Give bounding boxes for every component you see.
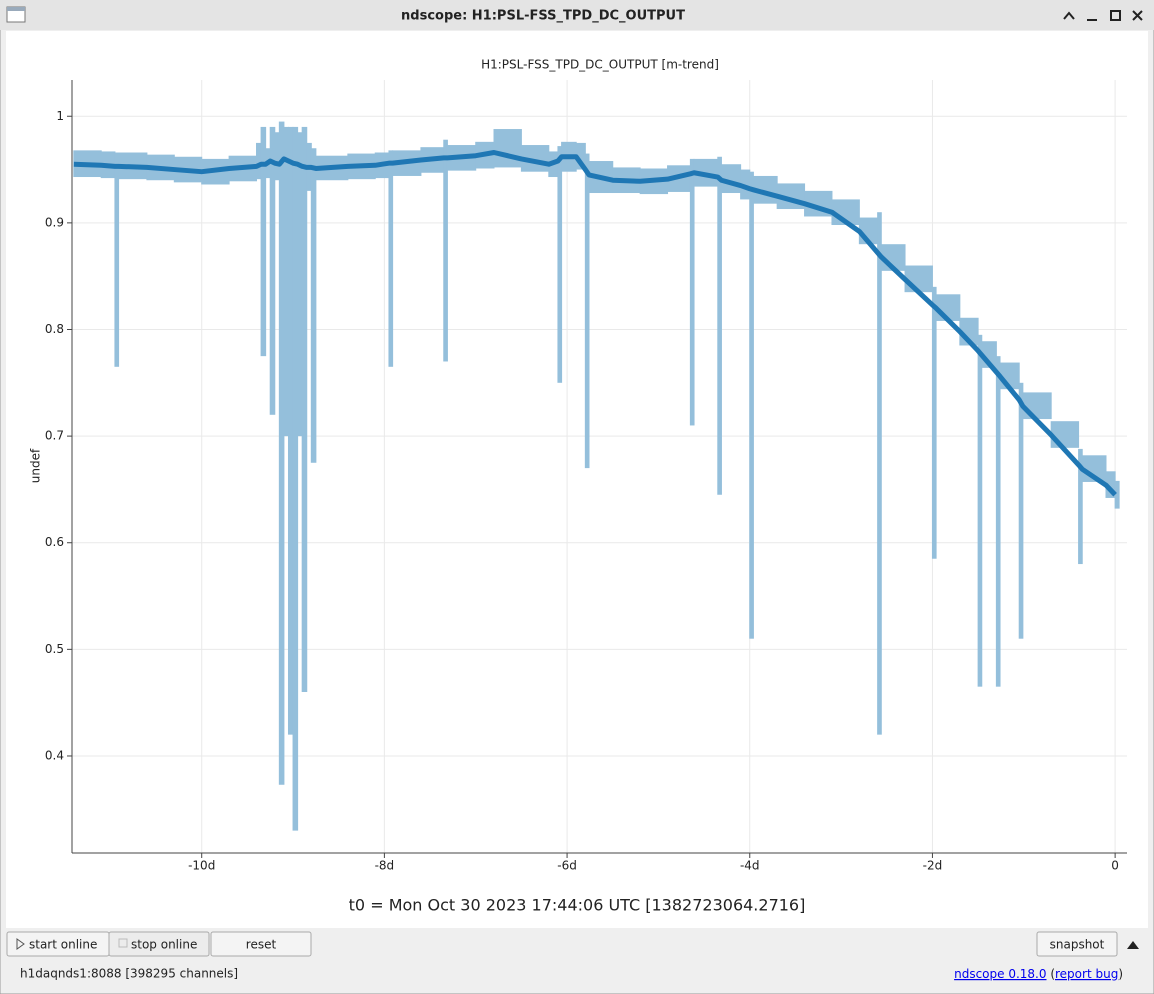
server-status: h1daqnds1:8088 [398295 channels] xyxy=(20,967,238,981)
button-label: stop online xyxy=(131,938,197,952)
y-tick-label: 0.8 xyxy=(45,322,64,336)
min-max-band xyxy=(114,152,120,367)
x-tick-label: -6d xyxy=(557,859,577,873)
min-max-band xyxy=(260,126,267,357)
min-max-band xyxy=(1105,471,1116,498)
maximize-button[interactable] xyxy=(1110,10,1121,21)
min-max-band xyxy=(292,126,299,831)
min-max-band xyxy=(931,286,937,559)
min-max-band xyxy=(557,146,563,383)
min-max-band xyxy=(740,169,751,200)
min-max-band xyxy=(388,150,394,367)
button[interactable] xyxy=(210,931,312,957)
min-max-band xyxy=(278,121,285,785)
status-link[interactable]: ndscope 0.18.0 xyxy=(954,967,1046,981)
min-max-band xyxy=(297,132,303,437)
x-tick-label: -8d xyxy=(375,859,395,873)
version-status: ndscope 0.18.0 (report bug) xyxy=(954,967,1123,981)
min-max-band xyxy=(689,158,695,426)
y-tick-label: 0.4 xyxy=(45,748,64,762)
x-tick-label: -4d xyxy=(740,859,760,873)
y-tick-label: 0.5 xyxy=(45,642,64,656)
min-max-band xyxy=(256,142,262,180)
min-max-band xyxy=(310,148,317,463)
min-max-band xyxy=(1022,392,1052,420)
x-tick-label: -10d xyxy=(188,859,215,873)
min-max-band xyxy=(274,132,280,181)
button-label[interactable]: reset xyxy=(246,938,277,952)
min-max-band xyxy=(584,153,590,469)
button xyxy=(108,931,210,957)
button[interactable] xyxy=(1036,931,1118,957)
y-tick-label: 0.7 xyxy=(45,429,64,443)
y-tick-label: 0.9 xyxy=(45,215,64,229)
close-button[interactable] xyxy=(1132,10,1143,21)
min-max-band xyxy=(443,139,448,362)
shade-button[interactable] xyxy=(1063,11,1075,20)
min-max-band xyxy=(995,356,1001,687)
min-max-band xyxy=(1114,480,1120,509)
expand-toggle[interactable] xyxy=(1127,941,1139,949)
min-max-band xyxy=(283,126,289,437)
mean-line xyxy=(73,150,1117,497)
x-tick-label: -2d xyxy=(923,859,943,873)
y-tick-label: 1 xyxy=(56,109,64,123)
min-max-band xyxy=(493,129,522,168)
stop-icon xyxy=(118,938,128,948)
min-max-band xyxy=(1078,448,1083,565)
status-text: ) xyxy=(1118,967,1123,981)
status-link[interactable]: report bug xyxy=(1055,967,1118,981)
min-max-band xyxy=(749,171,754,639)
min-max-band xyxy=(977,334,983,687)
status-text: ( xyxy=(1047,967,1056,981)
window-title: ndscope: H1:PSL-FSS_TPD_DC_OUTPUT xyxy=(401,9,685,24)
min-max-band xyxy=(904,265,933,293)
y-axis-label: undef xyxy=(29,448,43,483)
title-bar xyxy=(0,0,1154,30)
min-max-band xyxy=(269,126,276,415)
min-max-band xyxy=(301,126,308,693)
play-icon xyxy=(16,938,25,950)
min-max-band xyxy=(717,156,722,495)
button-label[interactable]: snapshot xyxy=(1050,938,1105,952)
controls: start online stop online reset snapshot xyxy=(6,931,1118,957)
button-label[interactable]: start online xyxy=(29,938,97,952)
x-tick-label: 0 xyxy=(1111,859,1119,873)
x-axis-label: t0 = Mon Oct 30 2023 17:44:06 UTC [13827… xyxy=(349,896,806,915)
min-max-band xyxy=(287,126,294,735)
min-max-band xyxy=(877,212,882,735)
plot-title: H1:PSL-FSS_TPD_DC_OUTPUT [m-trend] xyxy=(481,58,719,72)
min-max-band xyxy=(1018,382,1024,639)
min-max-band xyxy=(575,142,586,170)
window-icon-bar xyxy=(7,7,25,11)
y-tick-label: 0.6 xyxy=(45,535,64,549)
plot: -10d -8d -6d -4d -2d 0 0.4 0.5 0.6 0.7 0.8 0.9 1 xyxy=(45,80,1127,873)
min-max-band xyxy=(1050,421,1080,448)
